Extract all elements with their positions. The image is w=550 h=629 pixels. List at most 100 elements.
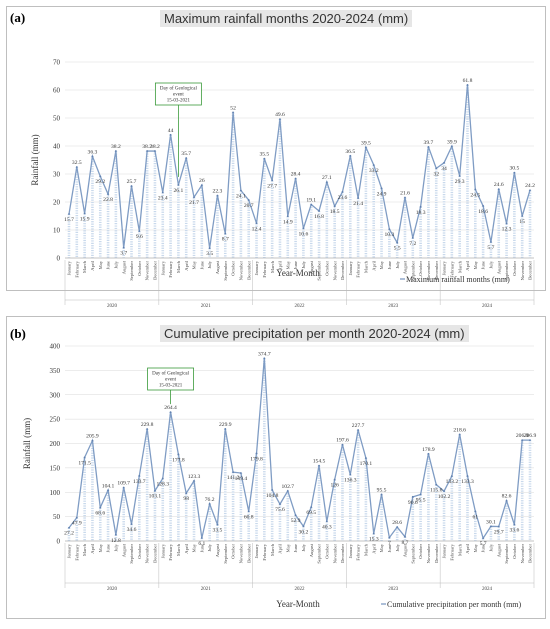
month-tick-label: November — [426, 544, 431, 564]
data-point — [83, 212, 86, 215]
month-tick-label: November — [426, 261, 431, 281]
data-label: 30.2 — [299, 529, 309, 535]
data-label: 227.7 — [352, 423, 365, 429]
data-label: 24.5 — [470, 192, 480, 198]
data-point — [349, 473, 352, 476]
data-point — [146, 150, 149, 152]
year-label: 2023 — [388, 304, 399, 309]
data-label: 32.5 — [72, 160, 82, 166]
data-label: 60.8 — [244, 514, 254, 520]
data-point — [419, 493, 422, 496]
data-label: 206.9 — [516, 433, 529, 439]
data-label: 133.3 — [461, 479, 474, 485]
data-label: 33.6 — [509, 528, 519, 534]
data-point — [232, 111, 234, 114]
data-label: 141.2 — [227, 475, 240, 481]
month-tick-label: July — [489, 260, 494, 268]
data-label: 27.7 — [267, 183, 277, 189]
annotation-text: Day of Geological — [152, 372, 190, 377]
data-label: 21.6 — [400, 191, 410, 197]
data-point — [490, 241, 492, 243]
data-point — [333, 205, 336, 208]
data-point — [427, 452, 430, 455]
data-point — [279, 503, 281, 506]
month-tick-label: October — [231, 261, 236, 276]
month-tick-label: March — [364, 260, 369, 273]
month-tick-label: May — [192, 543, 197, 552]
month-tick-label: September — [317, 544, 322, 564]
data-label: 38.2 — [111, 144, 121, 150]
data-label: 44 — [168, 128, 174, 134]
annotation-text: 15-03-2021 — [159, 384, 183, 389]
month-tick-label: May — [473, 543, 478, 552]
month-tick-label: July — [395, 543, 400, 551]
data-label: 177.8 — [172, 457, 185, 463]
chart-title-a: Maximum rainfall months 2020-2024 (mm) — [160, 10, 413, 27]
data-point — [404, 535, 406, 538]
data-point — [318, 464, 320, 467]
data-point — [365, 457, 367, 459]
month-tick-label: February — [449, 260, 454, 277]
month-tick-label: April — [371, 260, 376, 270]
data-label: 229.9 — [219, 422, 232, 428]
y-tick-label: 350 — [50, 367, 61, 375]
data-label: 15.7 — [64, 217, 74, 223]
data-label: 29.3 — [455, 179, 465, 185]
month-tick-label: December — [153, 261, 158, 280]
panel-letter-a: (a) — [10, 10, 26, 25]
data-point — [443, 490, 445, 493]
month-tick-label: August — [496, 260, 501, 274]
data-point — [388, 536, 391, 539]
data-label: 6.1 — [198, 541, 205, 547]
y-tick-label: 400 — [50, 343, 61, 351]
data-label: 14.9 — [283, 219, 293, 225]
data-label: 126 — [330, 483, 339, 489]
year-label: 2024 — [482, 304, 493, 309]
data-point — [208, 247, 211, 250]
month-tick-label: February — [262, 260, 267, 277]
data-point — [263, 357, 266, 360]
data-label: 128.3 — [156, 481, 169, 487]
data-label: 5.5 — [394, 246, 401, 252]
month-tick-label: July — [113, 543, 118, 551]
data-point — [443, 161, 445, 164]
data-point — [318, 210, 320, 212]
month-tick-label: September — [410, 261, 415, 281]
data-label: 5.7 — [487, 245, 494, 251]
month-tick-label: September — [317, 261, 322, 281]
data-label: 34.6 — [127, 527, 137, 533]
data-point — [169, 411, 172, 414]
month-tick-label: April — [465, 543, 470, 553]
data-point — [450, 475, 453, 477]
y-tick-label: 30 — [53, 171, 61, 179]
annotation-text: event — [165, 378, 176, 383]
data-label: 27.2 — [64, 531, 74, 537]
chart-a: 0 10 20 30 40 50 60 70 15.7 32.5 15.9 36.3 29.2 22.8 3… — [30, 59, 535, 310]
data-point — [474, 510, 477, 513]
data-point — [255, 222, 258, 225]
data-label: 115.6 — [430, 488, 443, 494]
data-label: 69.5 — [306, 510, 316, 516]
month-tick-label: August — [121, 543, 126, 557]
month-tick-label: July — [301, 543, 306, 551]
data-label: 26 — [199, 178, 205, 184]
data-point — [341, 443, 344, 446]
month-tick-label: July — [113, 260, 118, 268]
data-point — [341, 191, 344, 193]
data-point — [325, 181, 328, 184]
data-point — [466, 84, 469, 86]
legend-label: Maximum rainfall months (mm) — [406, 275, 510, 284]
month-tick-label: November — [145, 544, 150, 564]
data-label: 178.9 — [422, 447, 435, 453]
data-point — [224, 232, 227, 235]
data-label: 3.5 — [206, 251, 213, 257]
month-tick-label: December — [340, 261, 345, 280]
month-tick-label: June — [106, 544, 111, 552]
data-point — [91, 155, 94, 158]
data-label: 90.6 — [408, 500, 418, 506]
data-label: 40.3 — [322, 524, 332, 530]
month-tick-label: August — [215, 543, 220, 557]
month-tick-label: May — [285, 543, 290, 552]
data-label: 21.7 — [189, 200, 199, 206]
